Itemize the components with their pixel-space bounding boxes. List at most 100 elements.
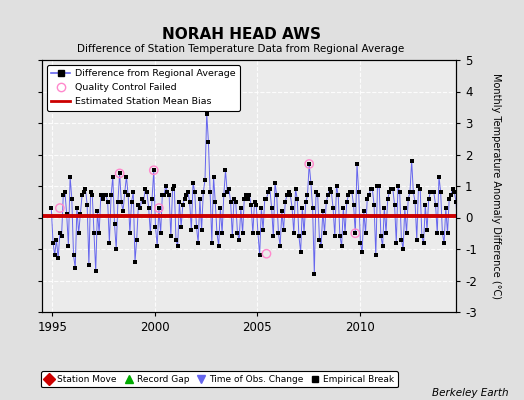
Point xyxy=(69,252,78,258)
Point xyxy=(148,195,156,202)
Point xyxy=(187,227,195,233)
Point xyxy=(93,208,102,214)
Point xyxy=(433,230,441,236)
Point xyxy=(210,173,218,180)
Point xyxy=(370,202,378,208)
Point xyxy=(455,167,464,174)
Point xyxy=(198,227,206,233)
Point xyxy=(218,230,226,236)
Point xyxy=(317,243,325,249)
Point xyxy=(80,189,88,196)
Point xyxy=(145,205,153,211)
Legend: Difference from Regional Average, Quality Control Failed, Estimated Station Mean: Difference from Regional Average, Qualit… xyxy=(47,65,241,111)
Point xyxy=(337,243,346,249)
Point xyxy=(220,192,228,199)
Point xyxy=(285,189,293,196)
Point xyxy=(127,198,136,205)
Text: NORAH HEAD AWS: NORAH HEAD AWS xyxy=(161,27,321,42)
Point xyxy=(346,189,354,196)
Point xyxy=(68,195,76,202)
Point xyxy=(279,227,288,233)
Point xyxy=(428,189,436,196)
Point xyxy=(61,189,69,196)
Point xyxy=(305,161,313,167)
Point xyxy=(313,192,322,199)
Point xyxy=(47,205,56,211)
Point xyxy=(201,176,209,183)
Legend: Station Move, Record Gap, Time of Obs. Change, Empirical Break: Station Move, Record Gap, Time of Obs. C… xyxy=(41,371,398,388)
Text: Difference of Station Temperature Data from Regional Average: Difference of Station Temperature Data f… xyxy=(78,44,405,54)
Point xyxy=(88,192,96,199)
Point xyxy=(303,192,312,199)
Point xyxy=(52,236,61,243)
Point xyxy=(161,183,170,189)
Point xyxy=(74,230,83,236)
Point xyxy=(160,192,168,199)
Point xyxy=(203,110,211,117)
Point xyxy=(139,198,148,205)
Point xyxy=(221,167,230,174)
Point xyxy=(138,195,146,202)
Point xyxy=(295,233,303,240)
Point xyxy=(153,243,161,249)
Point xyxy=(115,170,124,177)
Point xyxy=(149,167,158,174)
Point xyxy=(290,230,298,236)
Point xyxy=(175,198,183,205)
Point xyxy=(397,236,406,243)
Point xyxy=(452,198,460,205)
Point xyxy=(126,230,134,236)
Point xyxy=(195,195,204,202)
Point xyxy=(92,268,100,274)
Point xyxy=(406,189,414,196)
Point xyxy=(390,202,399,208)
Point xyxy=(392,240,400,246)
Point xyxy=(362,230,370,236)
Point xyxy=(266,186,274,192)
Point xyxy=(348,189,356,196)
Point xyxy=(449,186,457,192)
Point xyxy=(293,195,301,202)
Point xyxy=(283,192,291,199)
Point xyxy=(394,183,402,189)
Point xyxy=(90,230,98,236)
Point xyxy=(366,186,375,192)
Point xyxy=(99,195,107,202)
Point xyxy=(245,192,254,199)
Point xyxy=(263,195,271,202)
Point xyxy=(252,202,260,208)
Point xyxy=(327,189,335,196)
Point xyxy=(389,186,397,192)
Point xyxy=(278,208,286,214)
Point xyxy=(350,202,358,208)
Point xyxy=(206,189,214,196)
Point xyxy=(180,195,189,202)
Point xyxy=(260,195,269,202)
Point xyxy=(259,227,267,233)
Point xyxy=(443,230,452,236)
Point xyxy=(359,208,368,214)
Point xyxy=(332,183,341,189)
Point xyxy=(401,205,409,211)
Point xyxy=(141,186,149,192)
Point xyxy=(325,186,334,192)
Point xyxy=(274,230,282,236)
Point xyxy=(86,189,95,196)
Point xyxy=(310,271,319,278)
Point xyxy=(223,189,232,196)
Point xyxy=(102,192,110,199)
Point xyxy=(235,236,243,243)
Point xyxy=(256,252,264,258)
Point xyxy=(157,230,165,236)
Point xyxy=(264,189,272,196)
Point xyxy=(315,236,324,243)
Point xyxy=(191,189,199,196)
Point xyxy=(409,189,418,196)
Point xyxy=(112,246,121,252)
Point xyxy=(324,192,332,199)
Point xyxy=(302,198,310,205)
Point xyxy=(418,233,426,240)
Point xyxy=(56,230,64,236)
Point xyxy=(105,240,114,246)
Point xyxy=(450,189,458,196)
